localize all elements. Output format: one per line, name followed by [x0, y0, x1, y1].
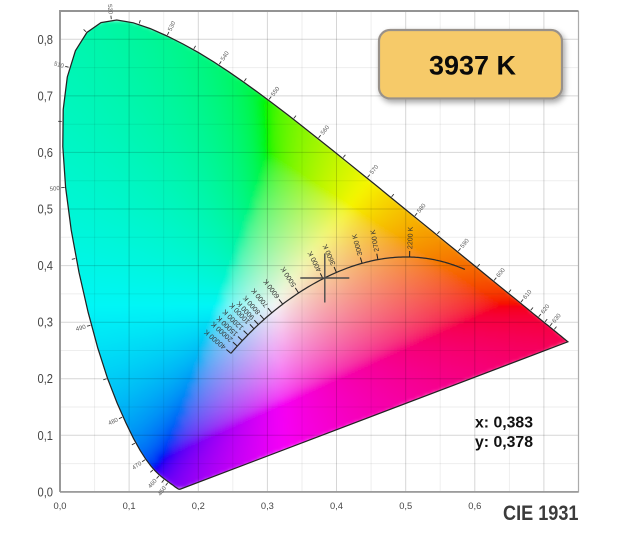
svg-text:0,4: 0,4 — [38, 259, 54, 273]
svg-text:570: 570 — [369, 164, 380, 176]
svg-text:0,7: 0,7 — [38, 89, 54, 103]
svg-text:2700 K: 2700 K — [370, 229, 381, 252]
svg-text:540: 540 — [220, 50, 231, 62]
svg-text:0,3: 0,3 — [38, 316, 54, 330]
svg-text:470: 470 — [132, 461, 144, 472]
svg-text:3937 K: 3937 K — [429, 51, 517, 81]
svg-text:490: 490 — [75, 324, 87, 333]
svg-text:520: 520 — [106, 4, 113, 15]
svg-text:480: 480 — [108, 417, 120, 427]
svg-text:0,1: 0,1 — [38, 429, 54, 443]
svg-text:0,8: 0,8 — [38, 33, 54, 47]
svg-text:580: 580 — [417, 202, 428, 214]
svg-text:500: 500 — [50, 186, 61, 193]
svg-text:0,5: 0,5 — [399, 501, 412, 512]
svg-text:510: 510 — [53, 61, 65, 70]
svg-text:0,2: 0,2 — [38, 372, 54, 386]
svg-text:560: 560 — [320, 124, 331, 136]
svg-text:630: 630 — [552, 312, 563, 324]
svg-text:610: 610 — [522, 289, 533, 301]
svg-text:0,0: 0,0 — [38, 485, 54, 499]
svg-text:0,0: 0,0 — [54, 501, 67, 512]
svg-text:0,5: 0,5 — [38, 203, 54, 217]
svg-text:x: 0,383: x: 0,383 — [475, 415, 533, 432]
svg-text:0,6: 0,6 — [468, 501, 481, 512]
svg-text:620: 620 — [540, 303, 551, 315]
svg-text:0,3: 0,3 — [261, 501, 274, 512]
svg-text:0,4: 0,4 — [330, 501, 344, 512]
svg-text:530: 530 — [168, 20, 178, 32]
svg-text:450: 450 — [157, 485, 168, 497]
svg-text:CIE 1931: CIE 1931 — [503, 501, 579, 525]
svg-text:0,2: 0,2 — [192, 501, 205, 512]
svg-text:2200 K: 2200 K — [407, 226, 415, 249]
svg-text:550: 550 — [271, 86, 282, 98]
svg-text:460: 460 — [147, 478, 159, 490]
svg-text:590: 590 — [460, 238, 471, 250]
svg-text:600: 600 — [496, 267, 507, 279]
svg-text:0,6: 0,6 — [38, 146, 54, 160]
svg-text:y: 0,378: y: 0,378 — [475, 434, 533, 451]
svg-text:0,1: 0,1 — [123, 501, 136, 512]
